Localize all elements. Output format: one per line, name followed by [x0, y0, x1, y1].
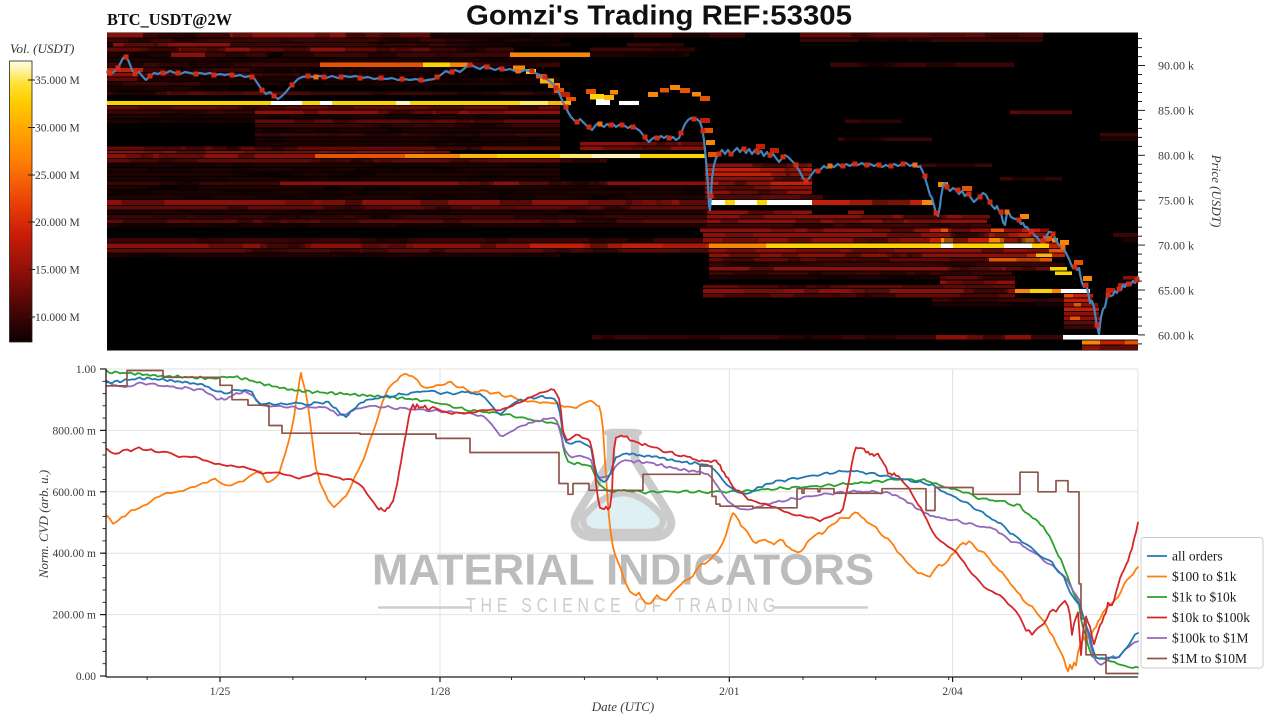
svg-text:35.000 M: 35.000 M	[35, 75, 80, 87]
svg-text:85.00 k: 85.00 k	[1158, 104, 1194, 118]
svg-text:Vol. (USDT): Vol. (USDT)	[10, 41, 74, 56]
svg-text:$1M to $10M: $1M to $10M	[1172, 651, 1247, 666]
svg-text:all orders: all orders	[1172, 549, 1223, 564]
svg-text:90.00 k: 90.00 k	[1158, 59, 1194, 73]
svg-text:600.00 m: 600.00 m	[53, 487, 97, 499]
svg-text:MATERIAL INDICATORS: MATERIAL INDICATORS	[372, 546, 874, 595]
svg-text:0.00: 0.00	[76, 671, 96, 683]
svg-text:400.00 m: 400.00 m	[53, 548, 97, 560]
svg-text:$1k to $10k: $1k to $10k	[1172, 590, 1237, 605]
svg-text:2/04: 2/04	[942, 686, 963, 698]
svg-text:Norm. CVD (arb. u.): Norm. CVD (arb. u.)	[36, 470, 51, 579]
svg-text:$100 to $1k: $100 to $1k	[1172, 569, 1237, 584]
svg-text:1.00: 1.00	[76, 364, 96, 376]
svg-text:10.000 M: 10.000 M	[35, 312, 80, 324]
svg-text:BTC_USDT@2W: BTC_USDT@2W	[107, 10, 232, 29]
svg-text:1/25: 1/25	[210, 686, 231, 698]
svg-text:65.00 k: 65.00 k	[1158, 284, 1194, 298]
svg-text:75.00 k: 75.00 k	[1158, 194, 1194, 208]
svg-text:2/01: 2/01	[719, 686, 740, 698]
svg-text:60.00 k: 60.00 k	[1158, 329, 1194, 343]
svg-text:30.000 M: 30.000 M	[35, 123, 80, 135]
svg-text:$10k to $100k: $10k to $100k	[1172, 610, 1250, 625]
svg-text:Gomzi's Trading REF:53305: Gomzi's Trading REF:53305	[466, 0, 852, 31]
svg-text:70.00 k: 70.00 k	[1158, 239, 1194, 253]
svg-text:20.000 M: 20.000 M	[35, 217, 80, 229]
svg-text:80.00 k: 80.00 k	[1158, 149, 1194, 163]
svg-text:200.00 m: 200.00 m	[53, 610, 97, 622]
svg-text:THE SCIENCE OF TRADING: THE SCIENCE OF TRADING	[466, 595, 780, 617]
svg-text:$100k to $1M: $100k to $1M	[1172, 631, 1249, 646]
svg-text:15.000 M: 15.000 M	[35, 265, 80, 277]
svg-text:1/28: 1/28	[430, 686, 451, 698]
svg-text:Price (USDT): Price (USDT)	[1209, 154, 1224, 228]
svg-text:25.000 M: 25.000 M	[35, 170, 80, 182]
svg-text:Date (UTC): Date (UTC)	[591, 699, 654, 714]
svg-text:800.00 m: 800.00 m	[53, 425, 97, 437]
